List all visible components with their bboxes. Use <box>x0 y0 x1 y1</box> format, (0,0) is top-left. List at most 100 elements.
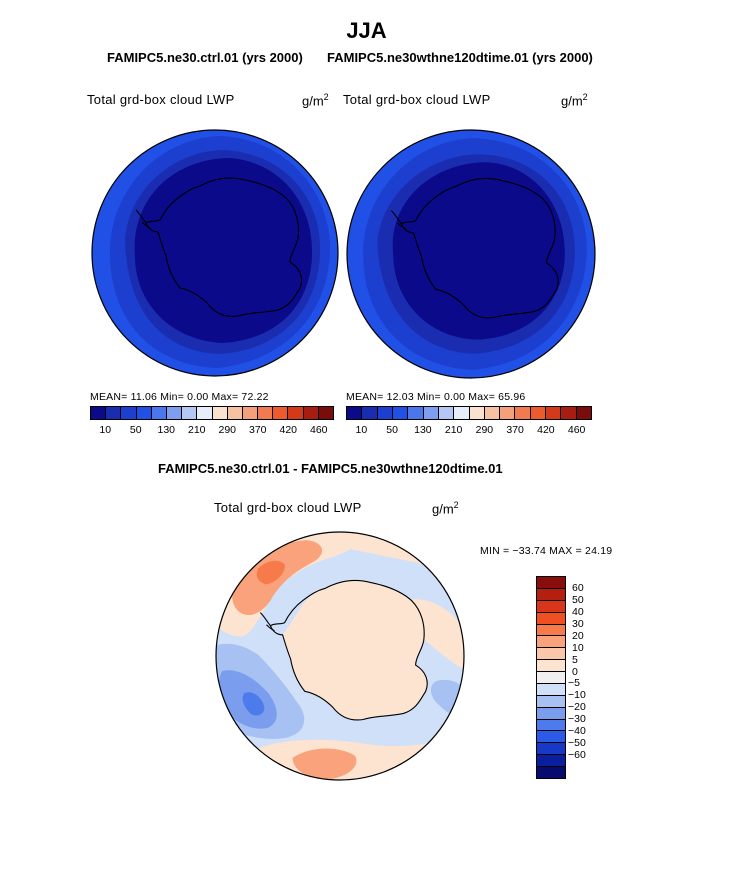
colorbar-swatch <box>537 743 565 756</box>
colorbar-swatch <box>537 636 565 649</box>
colorbar-swatch <box>91 407 107 419</box>
diff-colorbar-labels: 60 50 40 30 20 10 5 0 −5 −10 −20 −30 −40 −50 −60 <box>568 576 612 779</box>
colorbar-swatch <box>537 612 565 625</box>
colorbar-swatch <box>537 660 565 672</box>
right-stats-line: MEAN= 12.03 Min= 0.00 Max= 65.96 <box>346 391 526 403</box>
colorbar-tick-label: 30 <box>572 617 584 630</box>
figure-season-title: JJA <box>346 18 387 43</box>
diff-colorbar <box>536 576 566 779</box>
colorbar-swatch <box>537 695 565 708</box>
colorbar-swatch <box>151 407 167 419</box>
colorbar-tick-label: −5 <box>568 677 580 690</box>
colorbar-swatch <box>469 407 485 419</box>
colorbar-swatch <box>318 407 333 419</box>
colorbar-tick-label: 50 <box>129 424 142 436</box>
colorbar-tick-label: 130 <box>414 424 432 436</box>
left-map-core <box>134 158 313 343</box>
colorbar-tick-label: 5 <box>572 653 578 666</box>
diff-units-label: g/m2 <box>432 500 459 517</box>
colorbar-swatch <box>576 407 591 419</box>
left-polar-map <box>91 129 339 377</box>
colorbar-tick-label: 50 <box>572 593 584 606</box>
left-colorbar-labels: 10 50 130 210 290 370 420 460 <box>90 424 334 438</box>
colorbar-swatch <box>227 407 243 419</box>
colorbar-swatch <box>537 719 565 732</box>
colorbar-tick-label: −10 <box>568 689 586 702</box>
diff-variable-label: Total grd-box cloud LWP <box>214 500 362 515</box>
colorbar-swatch <box>537 731 565 744</box>
colorbar-tick-label: −40 <box>568 725 586 738</box>
right-colorbar <box>346 406 592 420</box>
colorbar-swatch <box>273 407 289 419</box>
colorbar-tick-label: 210 <box>444 424 463 436</box>
colorbar-swatch <box>303 407 319 419</box>
colorbar-swatch <box>377 407 393 419</box>
colorbar-tick-label: 20 <box>572 629 584 642</box>
diff-minmax-line: MIN = −33.74 MAX = 24.19 <box>480 545 613 557</box>
colorbar-swatch <box>500 407 516 419</box>
colorbar-swatch <box>484 407 501 419</box>
colorbar-swatch <box>258 407 274 419</box>
left-colorbar <box>90 406 334 420</box>
colorbar-swatch <box>182 407 198 419</box>
colorbar-swatch <box>537 600 565 613</box>
colorbar-swatch <box>537 755 565 767</box>
colorbar-swatch <box>392 407 409 419</box>
colorbar-tick-label: 130 <box>157 424 176 436</box>
colorbar-tick-label: −20 <box>568 701 586 714</box>
colorbar-swatch <box>454 407 470 419</box>
colorbar-tick-label: 50 <box>386 424 398 436</box>
colorbar-swatch <box>546 407 562 419</box>
colorbar-swatch <box>515 407 531 419</box>
colorbar-swatch <box>537 707 565 720</box>
colorbar-swatch <box>212 407 228 419</box>
colorbar-tick-label: 460 <box>309 424 328 436</box>
difference-polar-map <box>215 531 465 781</box>
colorbar-tick-label: 10 <box>572 641 584 654</box>
left-case-title: FAMIPC5.ne30.ctrl.01 (yrs 2000) <box>107 50 303 65</box>
colorbar-swatch <box>288 407 304 419</box>
colorbar-swatch <box>537 588 565 601</box>
right-polar-map <box>346 129 596 379</box>
right-map-core <box>392 162 565 340</box>
diff-pos-region-antarctica <box>282 580 428 720</box>
colorbar-swatch <box>362 407 378 419</box>
colorbar-tick-label: 60 <box>572 581 584 594</box>
difference-title: FAMIPC5.ne30.ctrl.01 - FAMIPC5.ne30wthne… <box>158 461 503 476</box>
diff-antarctica-coastline <box>269 579 428 721</box>
colorbar-swatch <box>136 407 152 419</box>
colorbar-swatch <box>121 407 137 419</box>
right-case-title: FAMIPC5.ne30wthne120dtime.01 (yrs 2000) <box>327 50 593 65</box>
colorbar-tick-label: 10 <box>355 424 368 436</box>
left-variable-label: Total grd-box cloud LWP <box>87 92 235 107</box>
colorbar-swatch <box>561 407 577 419</box>
colorbar-swatch <box>423 407 439 419</box>
left-antarctica-coastline <box>145 177 303 317</box>
right-variable-label: Total grd-box cloud LWP <box>343 92 491 107</box>
left-units-label: g/m2 <box>302 92 329 109</box>
colorbar-tick-label: −50 <box>568 737 586 750</box>
colorbar-tick-label: −60 <box>568 749 586 762</box>
left-peninsula-coastline <box>135 209 151 229</box>
colorbar-tick-label: 290 <box>218 424 237 436</box>
right-units-label: g/m2 <box>561 92 588 109</box>
colorbar-tick-label: 460 <box>567 424 586 436</box>
colorbar-swatch <box>537 648 565 661</box>
colorbar-swatch <box>537 577 565 589</box>
colorbar-tick-label: 40 <box>572 605 584 618</box>
colorbar-tick-label: 420 <box>279 424 298 436</box>
colorbar-swatch <box>530 407 547 419</box>
right-peninsula-coastline <box>390 210 406 230</box>
diff-peninsula-coastline <box>259 612 275 632</box>
colorbar-swatch <box>242 407 259 419</box>
right-colorbar-labels: 10 50 130 210 290 370 420 460 <box>346 424 592 438</box>
colorbar-tick-label: 370 <box>248 424 267 436</box>
colorbar-tick-label: 370 <box>506 424 524 436</box>
diff-neg-region-west-core <box>242 692 265 716</box>
colorbar-tick-label: −30 <box>568 713 586 726</box>
colorbar-swatch <box>197 407 213 419</box>
colorbar-tick-label: 210 <box>187 424 206 436</box>
left-stats-line: MEAN= 11.06 Min= 0.00 Max= 72.22 <box>90 391 269 403</box>
colorbar-swatch <box>537 624 565 637</box>
colorbar-swatch <box>166 407 183 419</box>
